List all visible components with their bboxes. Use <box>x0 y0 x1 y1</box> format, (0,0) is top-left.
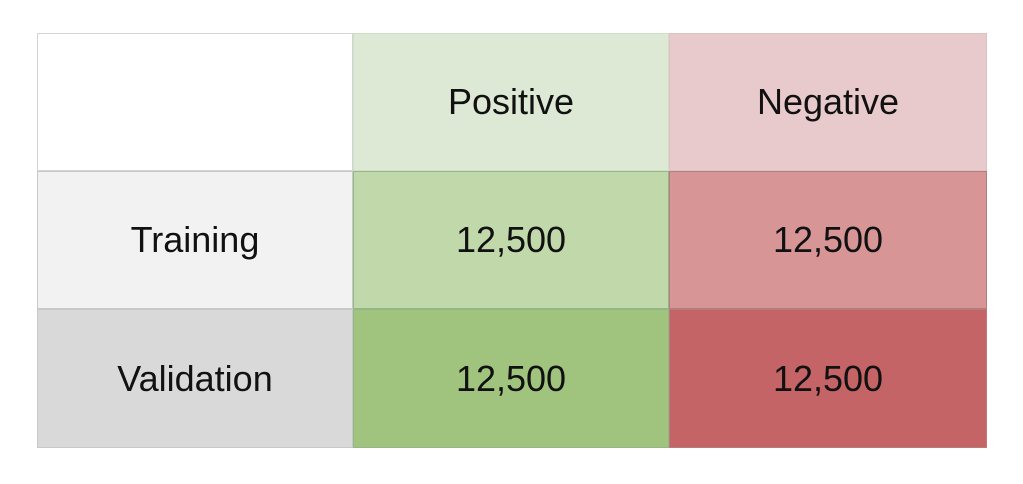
dataset-split-table: Positive Negative Training 12,500 12,500… <box>37 33 987 448</box>
row-label-training: Training <box>37 171 353 309</box>
header-positive: Positive <box>353 33 669 171</box>
validation-positive-cell: 12,500 <box>353 309 669 448</box>
validation-negative-cell: 12,500 <box>669 309 987 448</box>
training-negative-cell: 12,500 <box>669 171 987 309</box>
row-label-validation: Validation <box>37 309 353 448</box>
header-negative: Negative <box>669 33 987 171</box>
corner-cell <box>37 33 353 171</box>
training-positive-cell: 12,500 <box>353 171 669 309</box>
